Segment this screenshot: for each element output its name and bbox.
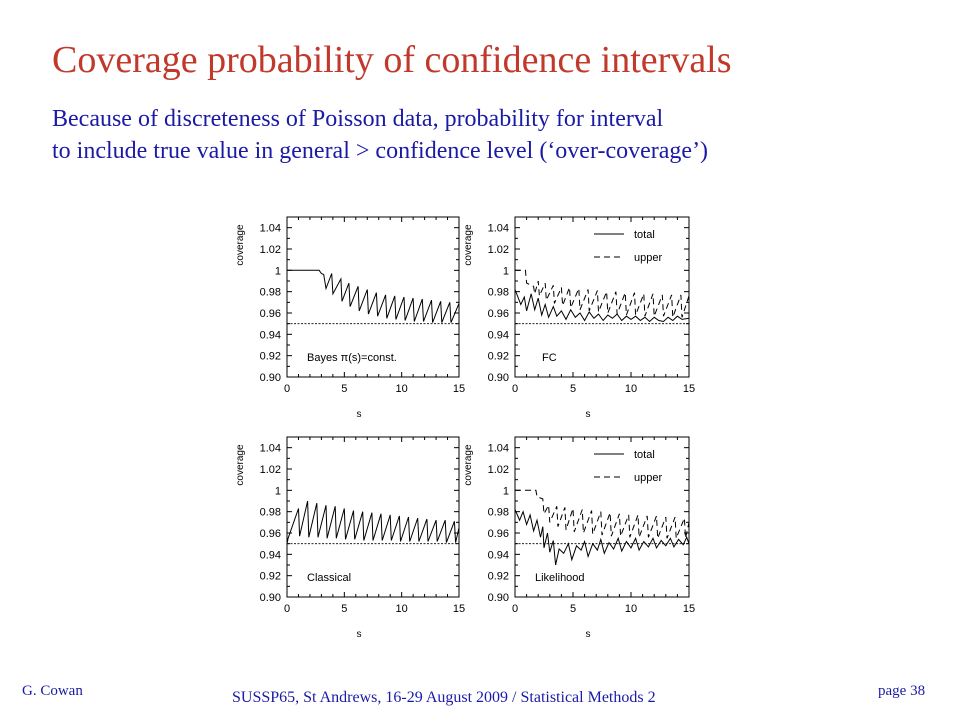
y-tick-label: 0.96 [260, 308, 281, 320]
x-tick-label: 0 [284, 383, 290, 395]
y-tick-label: 1.02 [488, 244, 509, 256]
y-tick-label: 1.02 [488, 464, 509, 476]
x-tick-label: 10 [625, 603, 637, 615]
plot-frame [514, 436, 690, 598]
y-tick-label: 0.96 [488, 528, 509, 540]
y-tick-label: 1.02 [260, 244, 281, 256]
y-tick-label: 1.04 [260, 223, 281, 235]
y-tick-label: 0.92 [260, 571, 281, 583]
x-tick-label: 15 [683, 383, 695, 395]
panel-label: Bayes π(s)=const. [307, 352, 397, 364]
series-line-total [514, 509, 690, 566]
y-tick-label: 1 [275, 485, 281, 497]
panel-label: Likelihood [535, 572, 585, 584]
footer-event: SUSSP65, St Andrews, 16-29 August 2009 /… [232, 689, 656, 706]
x-tick-label: 10 [396, 383, 408, 395]
series-line-total [286, 500, 460, 544]
y-tick-label: 0.90 [260, 592, 281, 604]
x-tick-label: 0 [512, 383, 518, 395]
x-tick-label: 5 [341, 383, 347, 395]
x-tick-label: 15 [683, 603, 695, 615]
y-axis-label: coverage [235, 444, 246, 486]
y-axis-label: coverage [463, 224, 474, 266]
x-tick-label: 10 [625, 383, 637, 395]
chart-panel-1: 0.90 0.92 0.94 0.96 0.98 1 1.02 1.04 0 5 10 15 s cove… [235, 216, 465, 420]
x-tick-label: 5 [570, 383, 576, 395]
series-line-total [514, 289, 690, 323]
y-tick-label: 1.04 [488, 443, 509, 455]
panel-label: FC [542, 352, 557, 364]
y-axis-label: coverage [235, 224, 246, 266]
chart-panel-4: 0.90 0.92 0.94 0.96 0.98 1 1.02 1.04 0 5 10 15 s cove… [463, 436, 695, 640]
series-line-total [287, 269, 460, 323]
subtitle-line-1: Because of discreteness of Poisson data,… [52, 106, 664, 132]
y-tick-label: 1 [503, 485, 509, 497]
legend-label-total: total [634, 449, 655, 461]
y-tick-label: 1.02 [260, 464, 281, 476]
y-tick-label: 0.92 [488, 571, 509, 583]
panel-label: Classical [307, 572, 351, 584]
x-tick-label: 0 [512, 603, 518, 615]
y-tick-label: 0.98 [260, 287, 281, 299]
y-tick-label: 0.96 [260, 528, 281, 540]
y-tick-label: 1 [503, 265, 509, 277]
y-tick-label: 0.98 [488, 507, 509, 519]
x-tick-label: 15 [453, 383, 465, 395]
y-tick-label: 0.98 [488, 287, 509, 299]
footer-author: G. Cowan [22, 683, 83, 699]
y-axis-label: coverage [463, 444, 474, 486]
x-axis-label: s [586, 629, 591, 640]
x-tick-label: 0 [284, 603, 290, 615]
y-tick-label: 1.04 [488, 223, 509, 235]
y-tick-label: 0.92 [260, 351, 281, 363]
x-axis-label: s [357, 409, 362, 420]
y-tick-label: 0.94 [260, 329, 281, 341]
slide-title: Coverage probability of confidence inter… [52, 39, 732, 81]
y-tick-label: 0.90 [488, 592, 509, 604]
chart-panel-3: 0.90 0.92 0.94 0.96 0.98 1 1.02 1.04 0 5 10 15 s cove… [235, 436, 465, 640]
subtitle-line-2: to include true value in general > confi… [52, 138, 709, 164]
plot-frame [286, 436, 460, 598]
x-tick-label: 10 [396, 603, 408, 615]
x-axis-label: s [586, 409, 591, 420]
y-tick-label: 0.98 [260, 507, 281, 519]
plot-frame [286, 216, 460, 378]
x-tick-label: 5 [570, 603, 576, 615]
x-axis-label: s [357, 629, 362, 640]
y-tick-label: 0.92 [488, 351, 509, 363]
y-tick-label: 0.94 [260, 549, 281, 561]
x-tick-label: 5 [341, 603, 347, 615]
legend-label-total: total [634, 229, 655, 241]
y-tick-label: 0.90 [260, 372, 281, 384]
y-tick-label: 0.94 [488, 329, 509, 341]
y-tick-label: 0.96 [488, 308, 509, 320]
legend-label-upper: upper [634, 252, 662, 264]
x-tick-label: 15 [453, 603, 465, 615]
series-line-upper [515, 489, 690, 539]
legend-label-upper: upper [634, 472, 662, 484]
y-tick-label: 1.04 [260, 443, 281, 455]
y-tick-label: 0.94 [488, 549, 509, 561]
footer-page-number: page 38 [878, 683, 926, 699]
y-tick-label: 1 [275, 265, 281, 277]
series-line-upper [515, 269, 690, 318]
chart-panel-2: 0.90 0.92 0.94 0.96 0.98 1 1.02 1.04 0 5 10 15 s cove… [463, 216, 695, 420]
y-tick-label: 0.90 [488, 372, 509, 384]
